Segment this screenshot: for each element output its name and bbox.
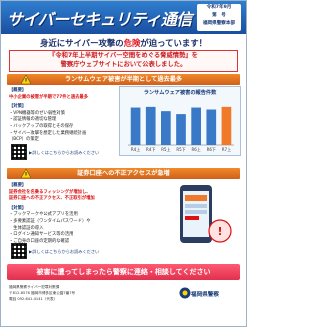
bar	[191, 108, 201, 145]
x-tick-label: R6下	[207, 147, 216, 152]
section-heading: 証券口座への不正アクセスが急増	[7, 168, 240, 179]
bar	[176, 114, 186, 145]
alert-banner: 被害に遭ってしまったら警察に連絡・相談してください	[7, 264, 240, 280]
bar	[222, 107, 232, 145]
measure-item: ・バックアップの取得とその保存	[9, 124, 117, 131]
section-title: 証券口座への不正アクセスが急増	[77, 170, 170, 177]
notice-line: 警察庁ウェブサイトにおいて公表しました。	[10, 60, 237, 69]
bar	[146, 107, 156, 145]
x-tick-label: R6上	[191, 146, 200, 152]
logo-emblem	[179, 286, 191, 300]
summary: 証券口座への不正アクセス、不正取引が増加	[9, 196, 159, 203]
chart-box: ランサムウェア被害の報告件数 R4上 R4下 R5上 R5下 R6上 R6下 R7上	[119, 86, 241, 156]
headline-emphasis: 危険	[124, 38, 141, 48]
bar-chart: ランサムウェア被害の報告件数 R4上 R4下 R5上 R5下 R6上 R6下 R7上	[120, 87, 240, 155]
summary: 中小企業の被害が半期で77件と過去最多	[9, 95, 117, 102]
issuer: 福岡県警察本部	[197, 20, 241, 28]
measure-item: ・ご自身の口座の定期的な確認	[9, 239, 159, 246]
footer: 福岡県警察サイバー犯罪対策課 〒812-8576 福岡市博多区東公園7番7号 電…	[9, 284, 169, 302]
issue-box: 令和7年9月 第 号 福岡県警察本部	[197, 4, 241, 31]
summary-label: 【概要】	[9, 88, 117, 95]
headline-text: が迫っています！	[140, 38, 207, 48]
measure-item: ・ブックマークや公式アプリを活用	[9, 212, 159, 219]
logo-text: 福岡県警察	[191, 290, 219, 298]
qr-code	[11, 144, 27, 160]
svg-text:!: !	[217, 225, 222, 238]
notice-box: 『令和7年上半期サイバー空間をめぐる脅威情勢』を 警察庁ウェブサイトにおいて公表…	[9, 50, 238, 72]
footer-line: 電話 092-641-4141（代表）	[9, 296, 169, 302]
qr-code	[11, 243, 27, 259]
measures-label: 【対策】	[9, 104, 117, 111]
measure-item: ・認証情報の適切な管理	[9, 117, 117, 124]
title: サイバーセキュリティ通信	[7, 6, 192, 30]
poster: サイバーセキュリティ通信 令和7年9月 第 号 福岡県警察本部 身近にサイバー攻…	[0, 0, 247, 327]
section-title: ランサムウェア被害が半期として過去最多	[65, 76, 182, 83]
bar	[131, 108, 141, 145]
link-text: ▶詳しくはこちらからお読みください	[29, 150, 99, 156]
headline-text: 身近にサイバー攻撃の	[40, 38, 124, 48]
section-text: 【概要】 証券会社を名乗るフィッシングが増加し、 証券口座への不正アクセス、不正…	[9, 183, 159, 245]
x-tick-label: R4下	[146, 147, 155, 152]
x-tick-label: R4上	[131, 146, 140, 152]
section-text: 【概要】 中小企業の被害が半期で77件と過去最多 【対策】 ・VPN機器等のぜい…	[9, 88, 117, 144]
measure-item: （BCP）の策定	[9, 137, 117, 144]
bar	[161, 111, 171, 145]
warning-icon	[21, 169, 31, 178]
header-banner: サイバーセキュリティ通信 令和7年9月 第 号 福岡県警察本部	[1, 1, 246, 34]
section-heading: ランサムウェア被害が半期として過去最多	[7, 74, 240, 85]
measures: ・VPN機器等のぜい弱性対策・認証情報の適切な管理・バックアップの取得とその保存…	[9, 111, 117, 144]
measure-item: ・多要素認証（ワンタイムパスワード）や	[9, 219, 159, 226]
x-tick-label: R5下	[176, 147, 185, 152]
phone-illustration: !	[166, 183, 238, 255]
link-text: ▶詳しくはこちらからお読みください	[29, 249, 99, 255]
warning-icon	[21, 75, 31, 84]
bar	[206, 110, 216, 145]
issue-date: 令和7年9月	[197, 4, 241, 12]
headline: 身近にサイバー攻撃の危険が迫っています！	[1, 37, 246, 49]
summary-label: 【概要】	[9, 183, 159, 190]
issue-number: 第 号	[197, 12, 241, 20]
notice-line: 『令和7年上半期サイバー空間をめぐる脅威情勢』を	[10, 51, 237, 60]
measures: ・ブックマークや公式アプリを活用・多要素認証（ワンタイムパスワード）や 生体認証…	[9, 212, 159, 245]
chart-title: ランサムウェア被害の報告件数	[144, 88, 217, 96]
x-tick-label: R7上	[222, 146, 231, 152]
x-tick-label: R5上	[161, 146, 170, 152]
measure-item: ・ログイン通知サービス等の活用	[9, 232, 159, 239]
